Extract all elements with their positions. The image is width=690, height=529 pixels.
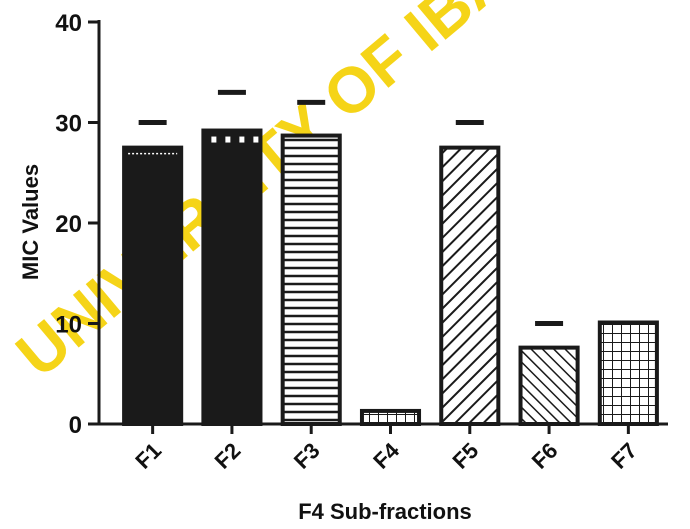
bar-notch (253, 136, 259, 143)
x-tick-label-f2: F2 (210, 438, 246, 474)
bar-f4 (359, 408, 422, 426)
y-ticks: 0 10 20 30 40 (55, 10, 99, 439)
x-tick-label-f5: F5 (447, 438, 483, 474)
error-bars (138, 89, 564, 326)
y-tick-label: 20 (55, 211, 82, 238)
bar-f7 (597, 320, 659, 426)
bar-f2 (201, 128, 263, 426)
y-tick-label: 30 (55, 111, 82, 138)
x-tick-label-f4: F4 (368, 437, 404, 473)
bar-notch (239, 136, 245, 143)
x-tick-label-f3: F3 (289, 438, 325, 474)
bar-f5 (439, 145, 501, 426)
x-tick-label-f7: F7 (606, 438, 642, 474)
x-tick-label-f1: F1 (130, 438, 166, 474)
y-tick-label: 10 (55, 312, 82, 339)
y-tick-label: 40 (55, 10, 82, 37)
bar-f1 (122, 145, 184, 426)
y-axis-title: MIC Values (18, 164, 43, 280)
bar-notch (225, 136, 231, 143)
bars (122, 128, 659, 426)
y-tick-label: 0 (69, 412, 82, 439)
x-axis-title: F4 Sub-fractions (298, 499, 472, 524)
x-tick-labels: F1 F2 F3 F4 F5 F6 F7 (130, 424, 642, 474)
bar-f6 (518, 345, 580, 426)
bar-notch (211, 136, 217, 143)
x-tick-label-f6: F6 (527, 438, 563, 474)
bar-f3 (280, 133, 342, 426)
